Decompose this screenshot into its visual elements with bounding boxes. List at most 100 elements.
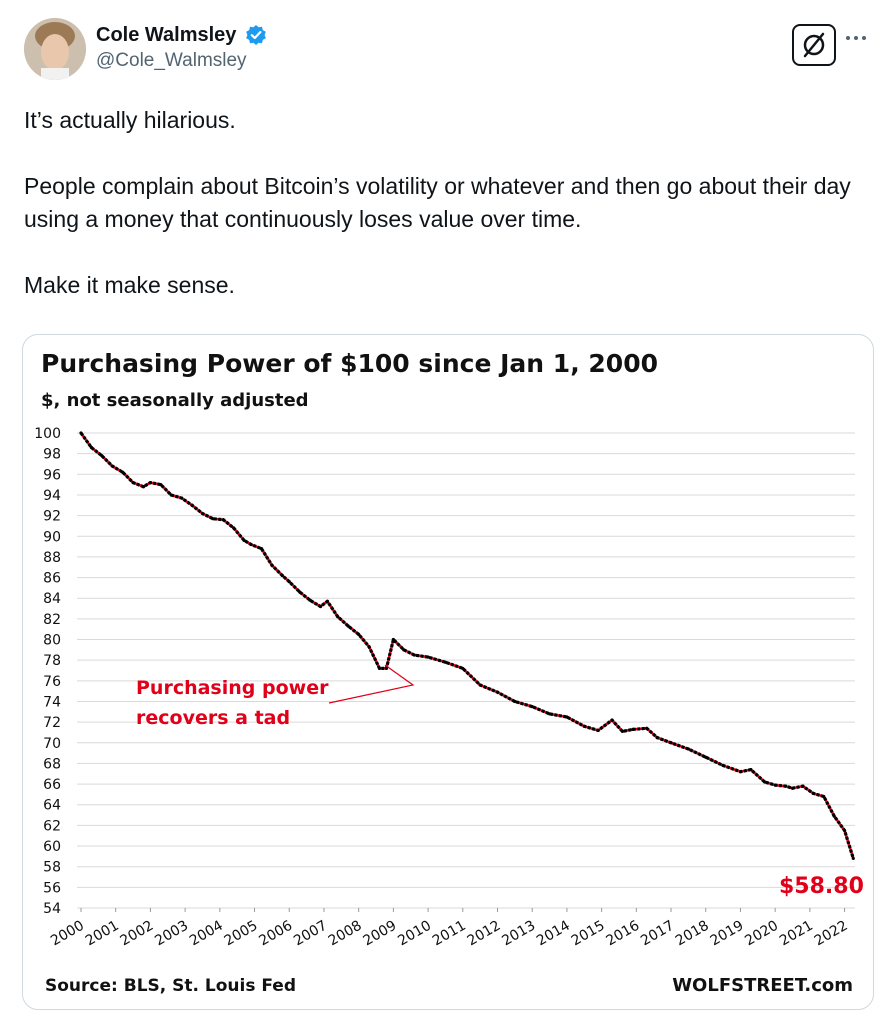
x-tick-label: 2012 (465, 918, 504, 950)
data-point (391, 637, 395, 642)
x-tick-label: 2020 (742, 918, 781, 950)
data-point (478, 683, 482, 687)
y-tick-label: 100 (34, 426, 61, 442)
y-tick-label: 64 (43, 798, 61, 814)
data-point (686, 747, 690, 751)
x-tick-label: 2001 (83, 918, 122, 950)
chart-annotations: Purchasing power recovers a tad $58.80 (136, 664, 864, 899)
author-names: Cole Walmsley @Cole_Walmsley (96, 22, 267, 74)
x-tick-label: 2010 (395, 918, 434, 950)
more-button[interactable] (842, 28, 870, 48)
data-point (620, 729, 625, 734)
x-tick-label: 2007 (291, 918, 330, 950)
data-point (110, 464, 114, 468)
data-point (270, 563, 274, 567)
data-point (801, 784, 805, 788)
y-tick-label: 58 (43, 860, 61, 876)
data-point (783, 784, 788, 788)
x-tick-label: 2018 (673, 918, 712, 950)
data-point (610, 718, 614, 722)
data-point (346, 624, 350, 628)
series-line (79, 432, 855, 859)
data-point (461, 666, 465, 671)
y-tick-label: 80 (43, 633, 61, 649)
y-tick-label: 66 (43, 777, 61, 793)
data-point (402, 648, 406, 652)
y-tick-label: 98 (43, 447, 61, 463)
annotation-final-value: $58.80 (779, 874, 864, 899)
y-tick-label: 54 (43, 901, 61, 917)
chart-watermark: WOLFSTREET.com (672, 975, 853, 996)
chart-title: Purchasing Power of $100 since Jan 1, 20… (41, 349, 658, 378)
display-name[interactable]: Cole Walmsley (96, 24, 237, 46)
tweet-media[interactable]: Purchasing Power of $100 since Jan 1, 20… (22, 334, 874, 1010)
avatar-photo (24, 18, 86, 80)
data-point (842, 828, 847, 833)
data-point (242, 538, 246, 542)
y-tick-label: 72 (43, 715, 61, 731)
x-tick-label: 2014 (534, 918, 573, 950)
series-line-red (79, 432, 855, 859)
y-tick-label: 94 (43, 488, 61, 504)
data-point (377, 666, 382, 671)
data-point (232, 526, 236, 530)
data-point (180, 496, 184, 500)
data-point (822, 794, 826, 799)
data-point (426, 655, 430, 659)
y-tick-label: 78 (43, 653, 61, 669)
data-point (738, 770, 743, 774)
y-tick-label: 62 (43, 818, 61, 834)
x-tick-label: 2008 (326, 918, 365, 950)
x-tick-label: 2016 (603, 918, 642, 950)
tweet-header: Cole Walmsley @Cole_Walmsley (24, 14, 874, 84)
grok-button[interactable] (792, 24, 836, 66)
verified-badge-icon[interactable] (245, 24, 267, 46)
data-point (221, 518, 225, 522)
handle[interactable]: @Cole_Walmsley (96, 50, 247, 71)
chart-series (79, 431, 855, 861)
tweet-paragraph: It’s actually hilarious. (24, 107, 236, 133)
data-point (443, 660, 448, 664)
grok-icon (803, 32, 825, 58)
x-tick-label: 2000 (48, 918, 87, 950)
data-point (790, 786, 795, 790)
data-point (280, 573, 284, 578)
data-point (832, 814, 836, 818)
y-tick-label: 56 (43, 880, 61, 896)
x-tick-label: 2022 (812, 918, 851, 950)
chart-source: Source: BLS, St. Louis Fed (45, 976, 296, 996)
data-point (148, 480, 153, 485)
y-tick-label: 84 (43, 591, 61, 607)
chart-subtitle: $, not seasonally adjusted (41, 390, 309, 411)
annotation-arrow (328, 664, 415, 704)
data-point (763, 780, 767, 784)
data-point (121, 470, 125, 474)
data-point (190, 503, 194, 507)
tweet-paragraph: People complain about Bitcoin’s volatili… (24, 173, 851, 232)
data-point (211, 517, 215, 521)
purchasing-power-chart: Purchasing Power of $100 since Jan 1, 20… (34, 349, 864, 996)
avatar[interactable] (24, 18, 86, 80)
data-point (645, 726, 649, 730)
data-point (655, 736, 659, 740)
y-tick-label: 90 (43, 529, 61, 545)
data-point (169, 493, 173, 497)
data-point (669, 741, 673, 745)
x-tick-label: 2017 (638, 918, 677, 950)
x-tick-label: 2006 (256, 918, 295, 950)
data-point (318, 604, 323, 609)
annotation-recovers-line1: Purchasing power (136, 677, 329, 699)
x-tick-label: 2021 (777, 918, 816, 950)
y-axis-ticks: 100 98 96 94 92 90 88 86 84 82 80 78 76 74 72 70 68 66 64 6… (34, 426, 61, 917)
data-point (336, 615, 340, 619)
x-tick-label: 2019 (708, 918, 747, 950)
x-tick-label: 2002 (118, 918, 157, 950)
x-tick-label: 2003 (152, 918, 191, 950)
data-point (287, 580, 291, 584)
data-point (412, 653, 416, 657)
annotation-recovers-line2: recovers a tad (136, 707, 290, 729)
x-tick-label: 2013 (499, 918, 538, 950)
data-point (565, 715, 569, 719)
y-tick-label: 96 (43, 467, 61, 483)
x-axis-ticks: 2000200120022003200420052006200720082009… (48, 908, 851, 950)
